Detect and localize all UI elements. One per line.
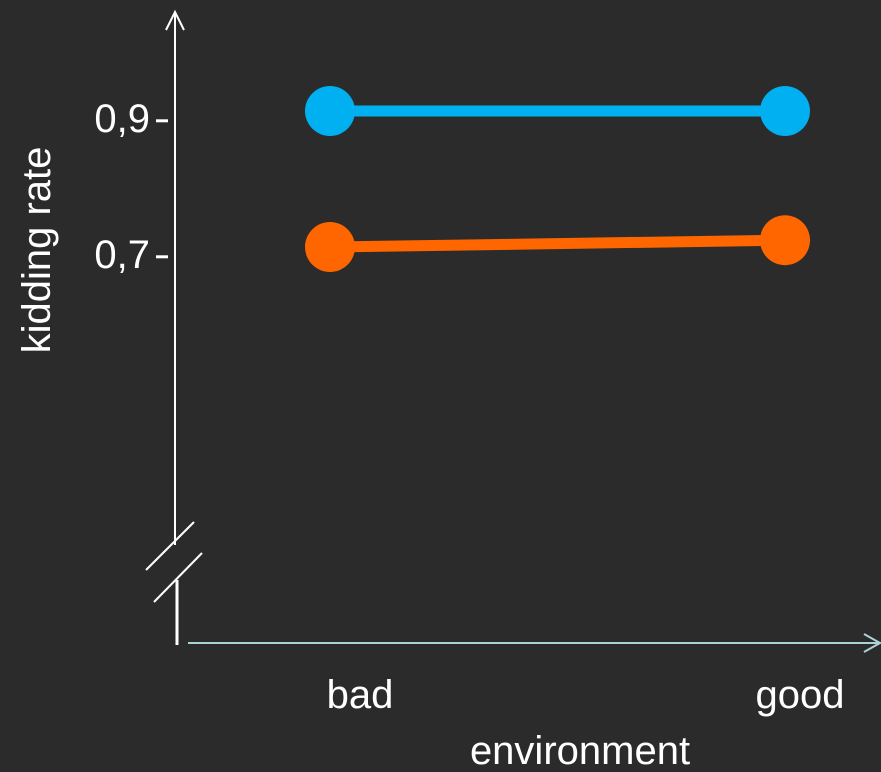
axis-break-mark: [145, 521, 195, 571]
y-axis-label: kidding rate: [15, 147, 59, 354]
x-tick-label: bad: [327, 673, 394, 717]
x-axis-label: environment: [470, 729, 690, 772]
y-tick-group: 0,7 0,9: [94, 97, 168, 277]
data-point: [760, 86, 810, 136]
x-axis-arrow-icon: [863, 633, 881, 653]
y-tick-label: 0,7: [94, 233, 150, 277]
data-point: [305, 222, 355, 272]
data-point: [760, 215, 810, 266]
y-tick-label: 0,9: [94, 97, 150, 141]
series-group: [305, 86, 810, 272]
series-line: [329, 234, 786, 253]
y-axis-arrow-icon: [165, 9, 185, 31]
x-category-group: bad good: [327, 673, 845, 717]
x-tick-label: good: [756, 673, 845, 717]
axis-break-mark: [153, 552, 203, 603]
data-point: [305, 86, 355, 136]
